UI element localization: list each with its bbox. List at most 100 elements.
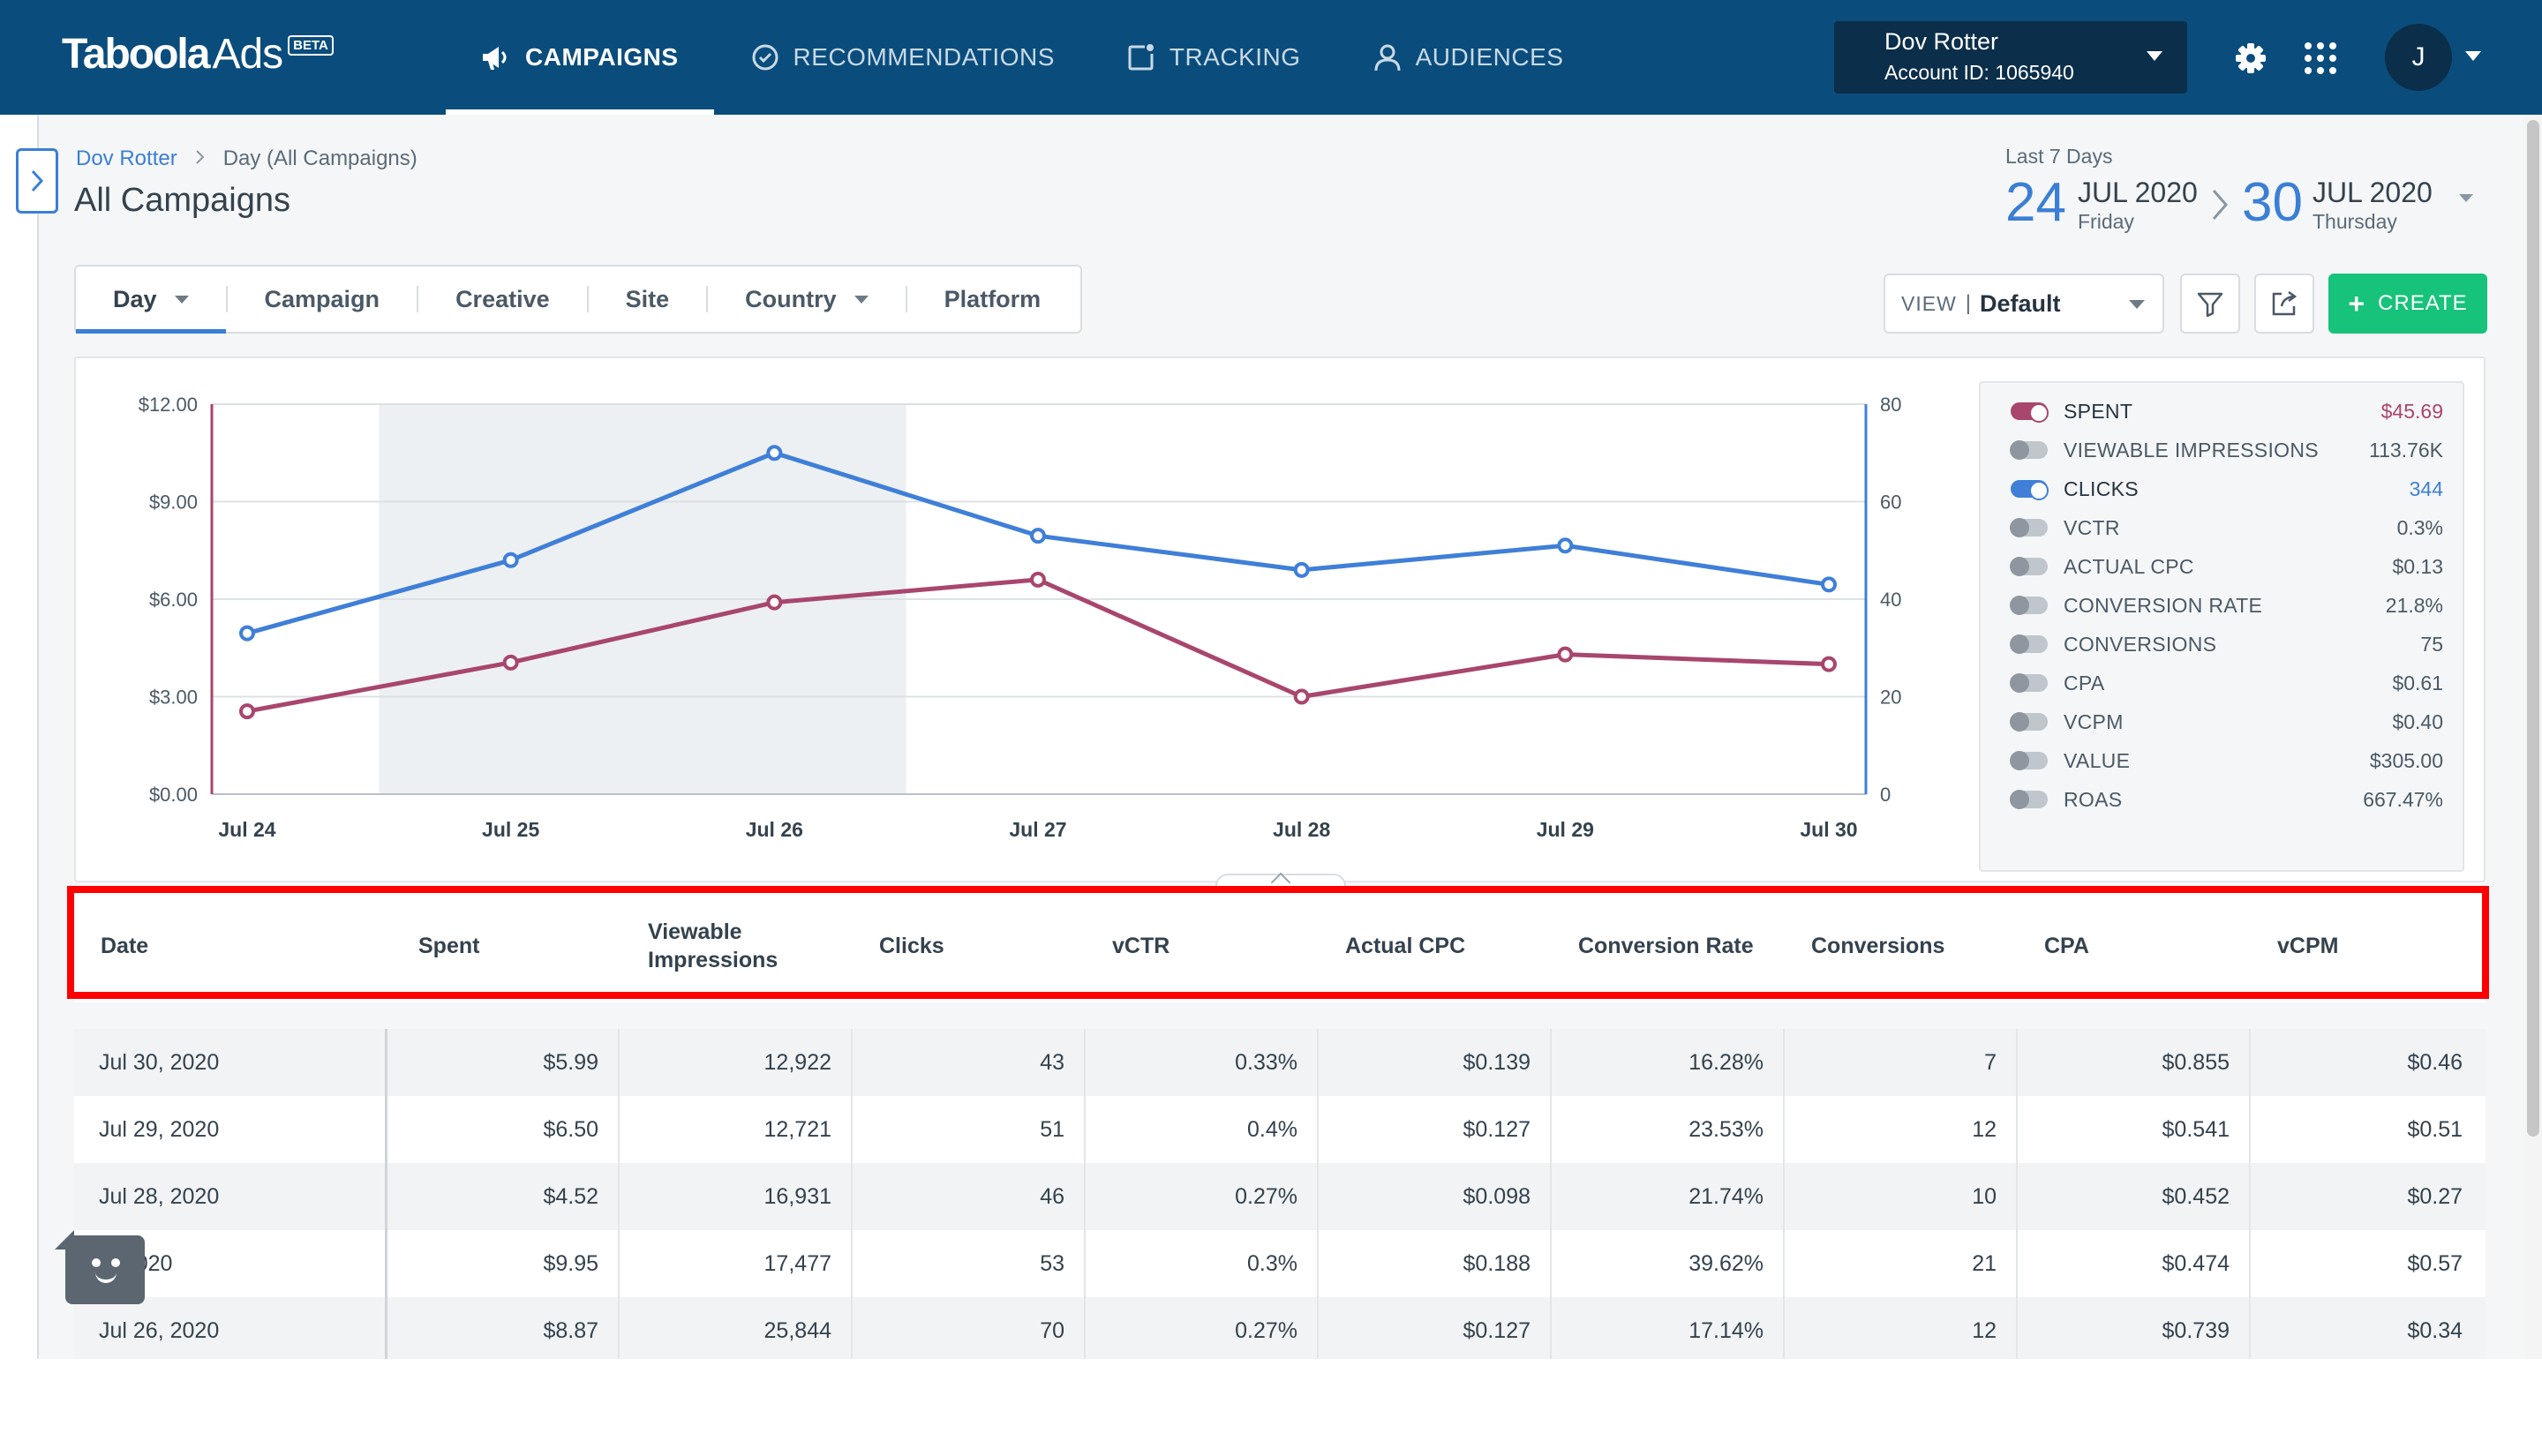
toggle-switch[interactable] bbox=[2010, 634, 2048, 654]
breakdown-tab-country[interactable]: Country bbox=[708, 266, 906, 332]
legend-item-viewable-impressions[interactable]: VIEWABLE IMPRESSIONS 113.76K bbox=[2010, 431, 2443, 469]
table-cell: $0.098 bbox=[1463, 1183, 1530, 1209]
table-cell: 12,721 bbox=[763, 1116, 831, 1142]
taboola-ads-logo[interactable]: Taboola Ads BETA bbox=[62, 30, 334, 83]
export-button[interactable] bbox=[2254, 274, 2314, 334]
series-point-clicks bbox=[239, 625, 255, 642]
column-header-cpa[interactable]: CPA bbox=[2044, 934, 2089, 958]
nav-tab-tracking[interactable]: TRACKING bbox=[1090, 0, 1336, 115]
nav-tab-recommendations[interactable]: RECOMMENDATIONS bbox=[714, 0, 1090, 115]
legend-item-vcpm[interactable]: VCPM $0.40 bbox=[2010, 702, 2443, 741]
toggle-switch[interactable] bbox=[2011, 402, 2049, 423]
table-cell: 17.14% bbox=[1688, 1317, 1764, 1343]
legend-item-value[interactable]: VALUE $305.00 bbox=[2010, 741, 2443, 780]
chevron-down-icon bbox=[2129, 300, 2145, 309]
toggle-switch[interactable] bbox=[2010, 596, 2048, 615]
table-cell: $5.99 bbox=[543, 1049, 598, 1075]
legend-value: $305.00 bbox=[2369, 748, 2443, 772]
legend-item-conversions[interactable]: CONVERSIONS 75 bbox=[2010, 625, 2443, 664]
legend-value: 113.76K bbox=[2369, 438, 2443, 462]
toggle-switch[interactable] bbox=[2011, 480, 2049, 500]
table-header: Date Spent Viewable Impressions Clicks vCTR A… bbox=[74, 893, 2486, 1002]
toggle-switch[interactable] bbox=[2010, 557, 2048, 576]
legend-item-cpa[interactable]: CPA $0.61 bbox=[2010, 664, 2443, 702]
legend-item-spent[interactable]: SPENT $45.69 bbox=[2011, 392, 2443, 431]
table-cell: $0.452 bbox=[2162, 1183, 2230, 1209]
column-divider bbox=[1084, 1163, 1086, 1230]
breakdown-tab-day[interactable]: Day bbox=[76, 266, 226, 334]
create-button[interactable]: + CREATE bbox=[2328, 274, 2487, 334]
toggle-switch[interactable] bbox=[2010, 440, 2048, 460]
column-header-conversions[interactable]: Conversions bbox=[1811, 934, 1945, 958]
column-header-vctr[interactable]: vCTR bbox=[1112, 934, 1170, 958]
table-cell: 43 bbox=[1040, 1049, 1064, 1075]
column-header-clicks[interactable]: Clicks bbox=[879, 934, 944, 958]
breakdown-tab-creative[interactable]: Creative bbox=[418, 266, 587, 332]
column-header-conversion-rate[interactable]: Conversion Rate bbox=[1578, 934, 1754, 958]
y-right-tick-label: 80 bbox=[1880, 394, 1901, 416]
table-cell: $6.50 bbox=[543, 1116, 598, 1142]
sidebar-toggle-button[interactable] bbox=[16, 148, 58, 214]
account-selector[interactable]: Dov Rotter Account ID: 1065940 bbox=[1834, 21, 2187, 94]
chevron-down-icon[interactable] bbox=[2465, 51, 2481, 61]
tracking-icon bbox=[1125, 41, 1157, 73]
legend-label: VCTR bbox=[2064, 515, 2120, 539]
divider bbox=[706, 286, 709, 312]
column-divider bbox=[851, 1096, 853, 1163]
x-tick-label: Jul 29 bbox=[1537, 818, 1594, 841]
table-row[interactable]: Jul 29, 2020 $6.50 12,721 51 0.4% $0.127 23.53… bbox=[74, 1096, 2486, 1163]
apps-grid-icon[interactable] bbox=[2305, 42, 2336, 74]
x-tick-label: Jul 27 bbox=[1009, 818, 1066, 841]
legend-value: $45.69 bbox=[2380, 399, 2443, 423]
breakdown-tab-site[interactable]: Site bbox=[589, 266, 707, 332]
column-header-viewable-impressions[interactable]: Viewable Impressions bbox=[648, 919, 778, 972]
column-header-actual-cpc[interactable]: Actual CPC bbox=[1345, 934, 1466, 958]
gear-icon[interactable] bbox=[2233, 41, 2268, 76]
column-divider bbox=[851, 1163, 853, 1230]
bot-mouth bbox=[95, 1272, 117, 1283]
toggle-switch[interactable] bbox=[2010, 712, 2048, 732]
view-selector[interactable]: VIEW | Default bbox=[1884, 274, 2164, 334]
filter-button[interactable] bbox=[2180, 274, 2240, 334]
y-right-tick-label: 40 bbox=[1880, 589, 1901, 611]
column-header-vcpm[interactable]: vCPM bbox=[2277, 934, 2339, 958]
column-divider bbox=[851, 1297, 853, 1359]
legend-value: $0.61 bbox=[2392, 671, 2443, 694]
table-row[interactable]: Jul 26, 2020 $8.87 25,844 70 0.27% $0.127 17.1… bbox=[74, 1297, 2486, 1359]
toggle-switch[interactable] bbox=[2010, 518, 2048, 537]
share-icon bbox=[2272, 290, 2298, 316]
chart-collapse-toggle[interactable] bbox=[1215, 874, 1346, 889]
legend-item-vctr[interactable]: VCTR 0.3% bbox=[2010, 508, 2443, 547]
date-range-picker[interactable]: Last 7 Days 24 JUL 2020 Friday 30 JUL 20… bbox=[2005, 145, 2482, 242]
toggle-switch[interactable] bbox=[2010, 790, 2048, 809]
breakdown-tab-platform[interactable]: Platform bbox=[907, 266, 1079, 332]
divider bbox=[417, 286, 419, 312]
breakdown-tab-campaign[interactable]: Campaign bbox=[228, 266, 417, 332]
chevron-down-icon bbox=[854, 295, 869, 304]
nav-tab-campaigns[interactable]: CAMPAIGNS bbox=[446, 0, 714, 115]
toggle-switch[interactable] bbox=[2010, 673, 2048, 693]
table-row[interactable]: Jul 30, 2020 $5.99 12,922 43 0.33% $0.139 16.2… bbox=[74, 1029, 2486, 1096]
table-cell: 70 bbox=[1040, 1317, 1064, 1343]
legend-item-conversion-rate[interactable]: CONVERSION RATE 21.8% bbox=[2010, 586, 2443, 625]
scrollbar-thumb[interactable] bbox=[2527, 120, 2539, 1137]
breadcrumb-root-link[interactable]: Dov Rotter bbox=[76, 146, 177, 170]
legend-item-clicks[interactable]: CLICKS 344 bbox=[2011, 469, 2443, 508]
table-row[interactable]: Jul 28, 2020 $4.52 16,931 46 0.27% $0.098 21.7… bbox=[74, 1163, 2486, 1230]
table-cell: Jul 28, 2020 bbox=[99, 1183, 220, 1209]
table-cell: 46 bbox=[1040, 1183, 1064, 1209]
nav-tab-audiences[interactable]: AUDIENCES bbox=[1336, 0, 1599, 115]
column-divider bbox=[618, 1297, 620, 1359]
breadcrumb-current: Day (All Campaigns) bbox=[222, 146, 417, 170]
breakdown-tab-label: Platform bbox=[944, 285, 1042, 312]
column-divider bbox=[1550, 1230, 1552, 1297]
legend-item-roas[interactable]: ROAS 667.47% bbox=[2010, 780, 2443, 819]
toggle-switch[interactable] bbox=[2010, 751, 2048, 770]
chat-bot-button[interactable] bbox=[65, 1235, 145, 1304]
beta-badge: BETA bbox=[288, 35, 334, 56]
avatar[interactable]: J bbox=[2385, 24, 2452, 91]
legend-item-actual-cpc[interactable]: ACTUAL CPC $0.13 bbox=[2010, 547, 2443, 586]
column-header-date[interactable]: Date bbox=[101, 934, 149, 958]
column-header-spent[interactable]: Spent bbox=[418, 934, 480, 958]
table-row[interactable]: 7, 2020$9.9517,477530.3%$0.18839.62%21$0… bbox=[74, 1230, 2486, 1297]
